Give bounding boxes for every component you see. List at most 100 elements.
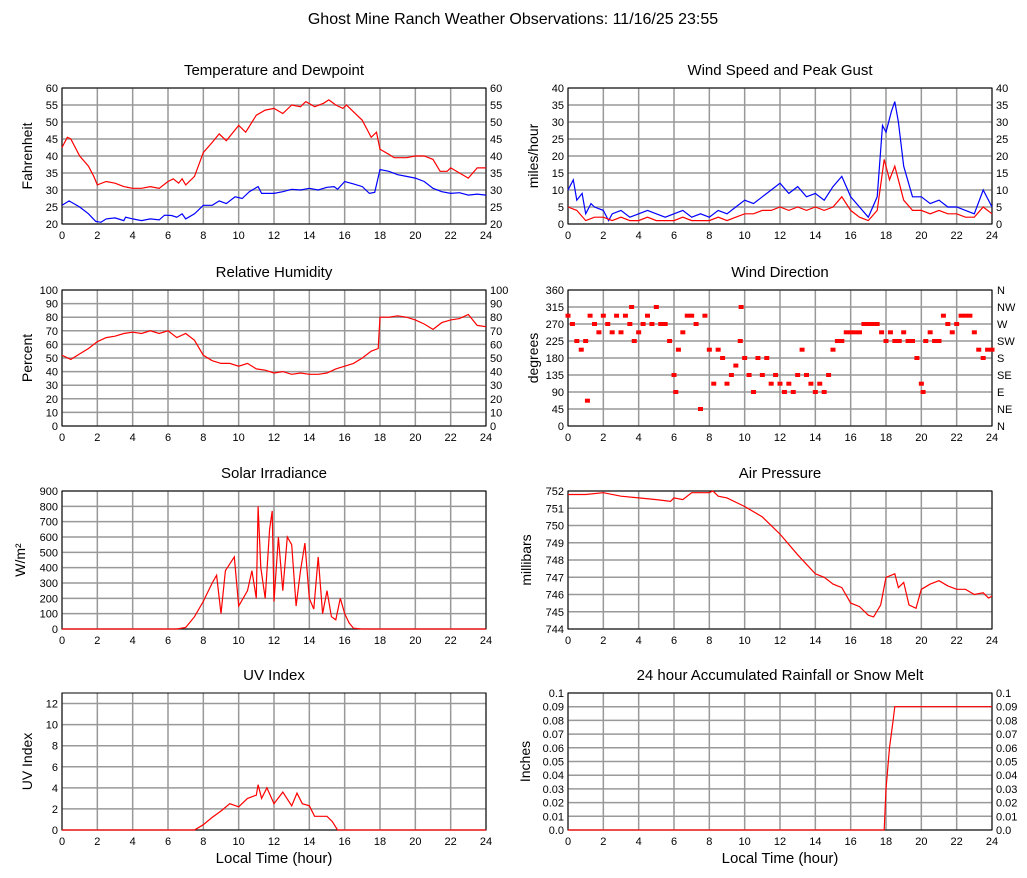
wind-direction-point — [874, 322, 880, 326]
x-tick-label: 6 — [165, 836, 171, 848]
x-tick-label: 18 — [374, 432, 386, 444]
x-tick-label: 24 — [986, 432, 998, 444]
y-tick-label-right: 40 — [490, 151, 502, 163]
y-tick-label: 12 — [46, 699, 58, 711]
plot-frame — [567, 490, 993, 630]
wind-direction-point — [914, 356, 920, 360]
y-tick-label: 0.04 — [543, 770, 564, 782]
y-axis-label: W/m² — [12, 543, 28, 577]
x-tick-label: 8 — [706, 230, 712, 242]
x-tick-label: 18 — [880, 432, 892, 444]
y-tick-label: 0 — [558, 219, 564, 231]
y-tick-label: 0.07 — [543, 729, 564, 741]
y-tick-label: 45 — [552, 404, 564, 416]
y-tick-label: 0.02 — [543, 798, 564, 810]
wind-direction-point — [918, 381, 924, 386]
wind-direction-point — [605, 322, 611, 326]
wind-direction-point — [653, 305, 659, 309]
y-tick-label-right: 20 — [490, 394, 502, 406]
x-tick-label: 0 — [59, 635, 65, 647]
x-tick-label: 16 — [845, 635, 857, 647]
wind-direction-point — [587, 313, 593, 318]
x-tick-label: 12 — [774, 635, 786, 647]
x-tick-label: 4 — [130, 230, 136, 242]
y-tick-label-right: 0.02 — [996, 798, 1017, 810]
wind-direction-point — [932, 339, 938, 343]
y-axis-label: Fahrenheit — [19, 122, 35, 189]
series-line-solar-irradiance — [62, 506, 486, 630]
x-tick-label: 10 — [739, 230, 751, 242]
x-tick-label: 20 — [409, 635, 421, 647]
wind-direction-point — [600, 313, 606, 318]
compass-label: NW — [997, 302, 1016, 314]
x-tick-label: 24 — [480, 230, 492, 242]
y-tick-label: 0.08 — [543, 715, 564, 727]
y-tick-label: 746 — [546, 590, 564, 602]
y-tick-label-right: 0.04 — [996, 770, 1017, 782]
y-tick-label: 0.03 — [543, 784, 564, 796]
y-tick-label: 200 — [40, 593, 58, 605]
chart-title: Solar Irradiance — [221, 465, 327, 482]
y-tick-label: 0.05 — [543, 757, 564, 769]
wind-direction-point — [896, 339, 902, 343]
wind-direction-point — [629, 305, 635, 309]
wind-direction-point — [954, 322, 960, 326]
y-tick-label: 135 — [546, 370, 564, 382]
y-tick-label-right: 0.0 — [996, 825, 1011, 837]
x-tick-label: 2 — [94, 836, 100, 848]
y-tick-label: 0 — [558, 421, 564, 433]
wind-direction-point — [711, 381, 717, 386]
x-tick-label: 6 — [671, 230, 677, 242]
wind-direction-point — [689, 313, 695, 318]
x-tick-label: 14 — [303, 836, 315, 848]
x-tick-label: 2 — [94, 230, 100, 242]
wind-direction-point — [963, 313, 968, 318]
plot-frame — [61, 692, 487, 831]
wind-direction-point — [569, 322, 575, 326]
y-tick-label: 8 — [52, 741, 58, 753]
wind-direction-point — [658, 322, 664, 326]
x-tick-label: 4 — [130, 432, 136, 444]
wind-direction-point — [698, 407, 703, 411]
x-tick-label: 4 — [636, 836, 642, 848]
y-tick-label: 180 — [546, 353, 564, 365]
compass-label: NE — [997, 404, 1012, 416]
compass-label: SE — [997, 370, 1012, 382]
x-tick-label: 18 — [880, 230, 892, 242]
x-tick-label: 0 — [565, 432, 571, 444]
wind-direction-point — [592, 322, 597, 326]
x-tick-label: 20 — [409, 432, 421, 444]
x-tick-label: 8 — [200, 230, 206, 242]
y-tick-label: 750 — [546, 521, 564, 533]
wind-direction-point — [910, 339, 915, 343]
wind-direction-point — [848, 330, 854, 335]
y-tick-label: 300 — [40, 578, 58, 590]
x-tick-label: 10 — [233, 432, 245, 444]
x-tick-label: 0 — [565, 635, 571, 647]
x-tick-label: 16 — [845, 432, 857, 444]
chart-title: UV Index — [243, 667, 305, 684]
x-tick-label: 12 — [774, 230, 786, 242]
x-tick-label: 18 — [374, 230, 386, 242]
wind-direction-point — [728, 373, 734, 377]
y-tick-label: 50 — [46, 353, 58, 365]
wind-direction-point — [583, 339, 589, 343]
x-tick-label: 24 — [480, 635, 492, 647]
chart-title: Wind Direction — [731, 264, 829, 281]
wind-direction-point — [618, 330, 624, 335]
x-tick-label: 16 — [845, 230, 857, 242]
wind-direction-point — [967, 313, 973, 318]
wind-direction-point — [958, 313, 964, 318]
x-tick-label: 14 — [303, 230, 315, 242]
x-tick-label: 16 — [339, 836, 351, 848]
y-tick-label: 748 — [546, 555, 564, 567]
x-tick-label: 12 — [268, 836, 280, 848]
wind-direction-point — [764, 356, 770, 360]
x-tick-label: 4 — [130, 836, 136, 848]
y-tick-label: 25 — [552, 134, 564, 146]
wind-direction-point — [578, 347, 584, 352]
wind-direction-point — [817, 381, 823, 386]
